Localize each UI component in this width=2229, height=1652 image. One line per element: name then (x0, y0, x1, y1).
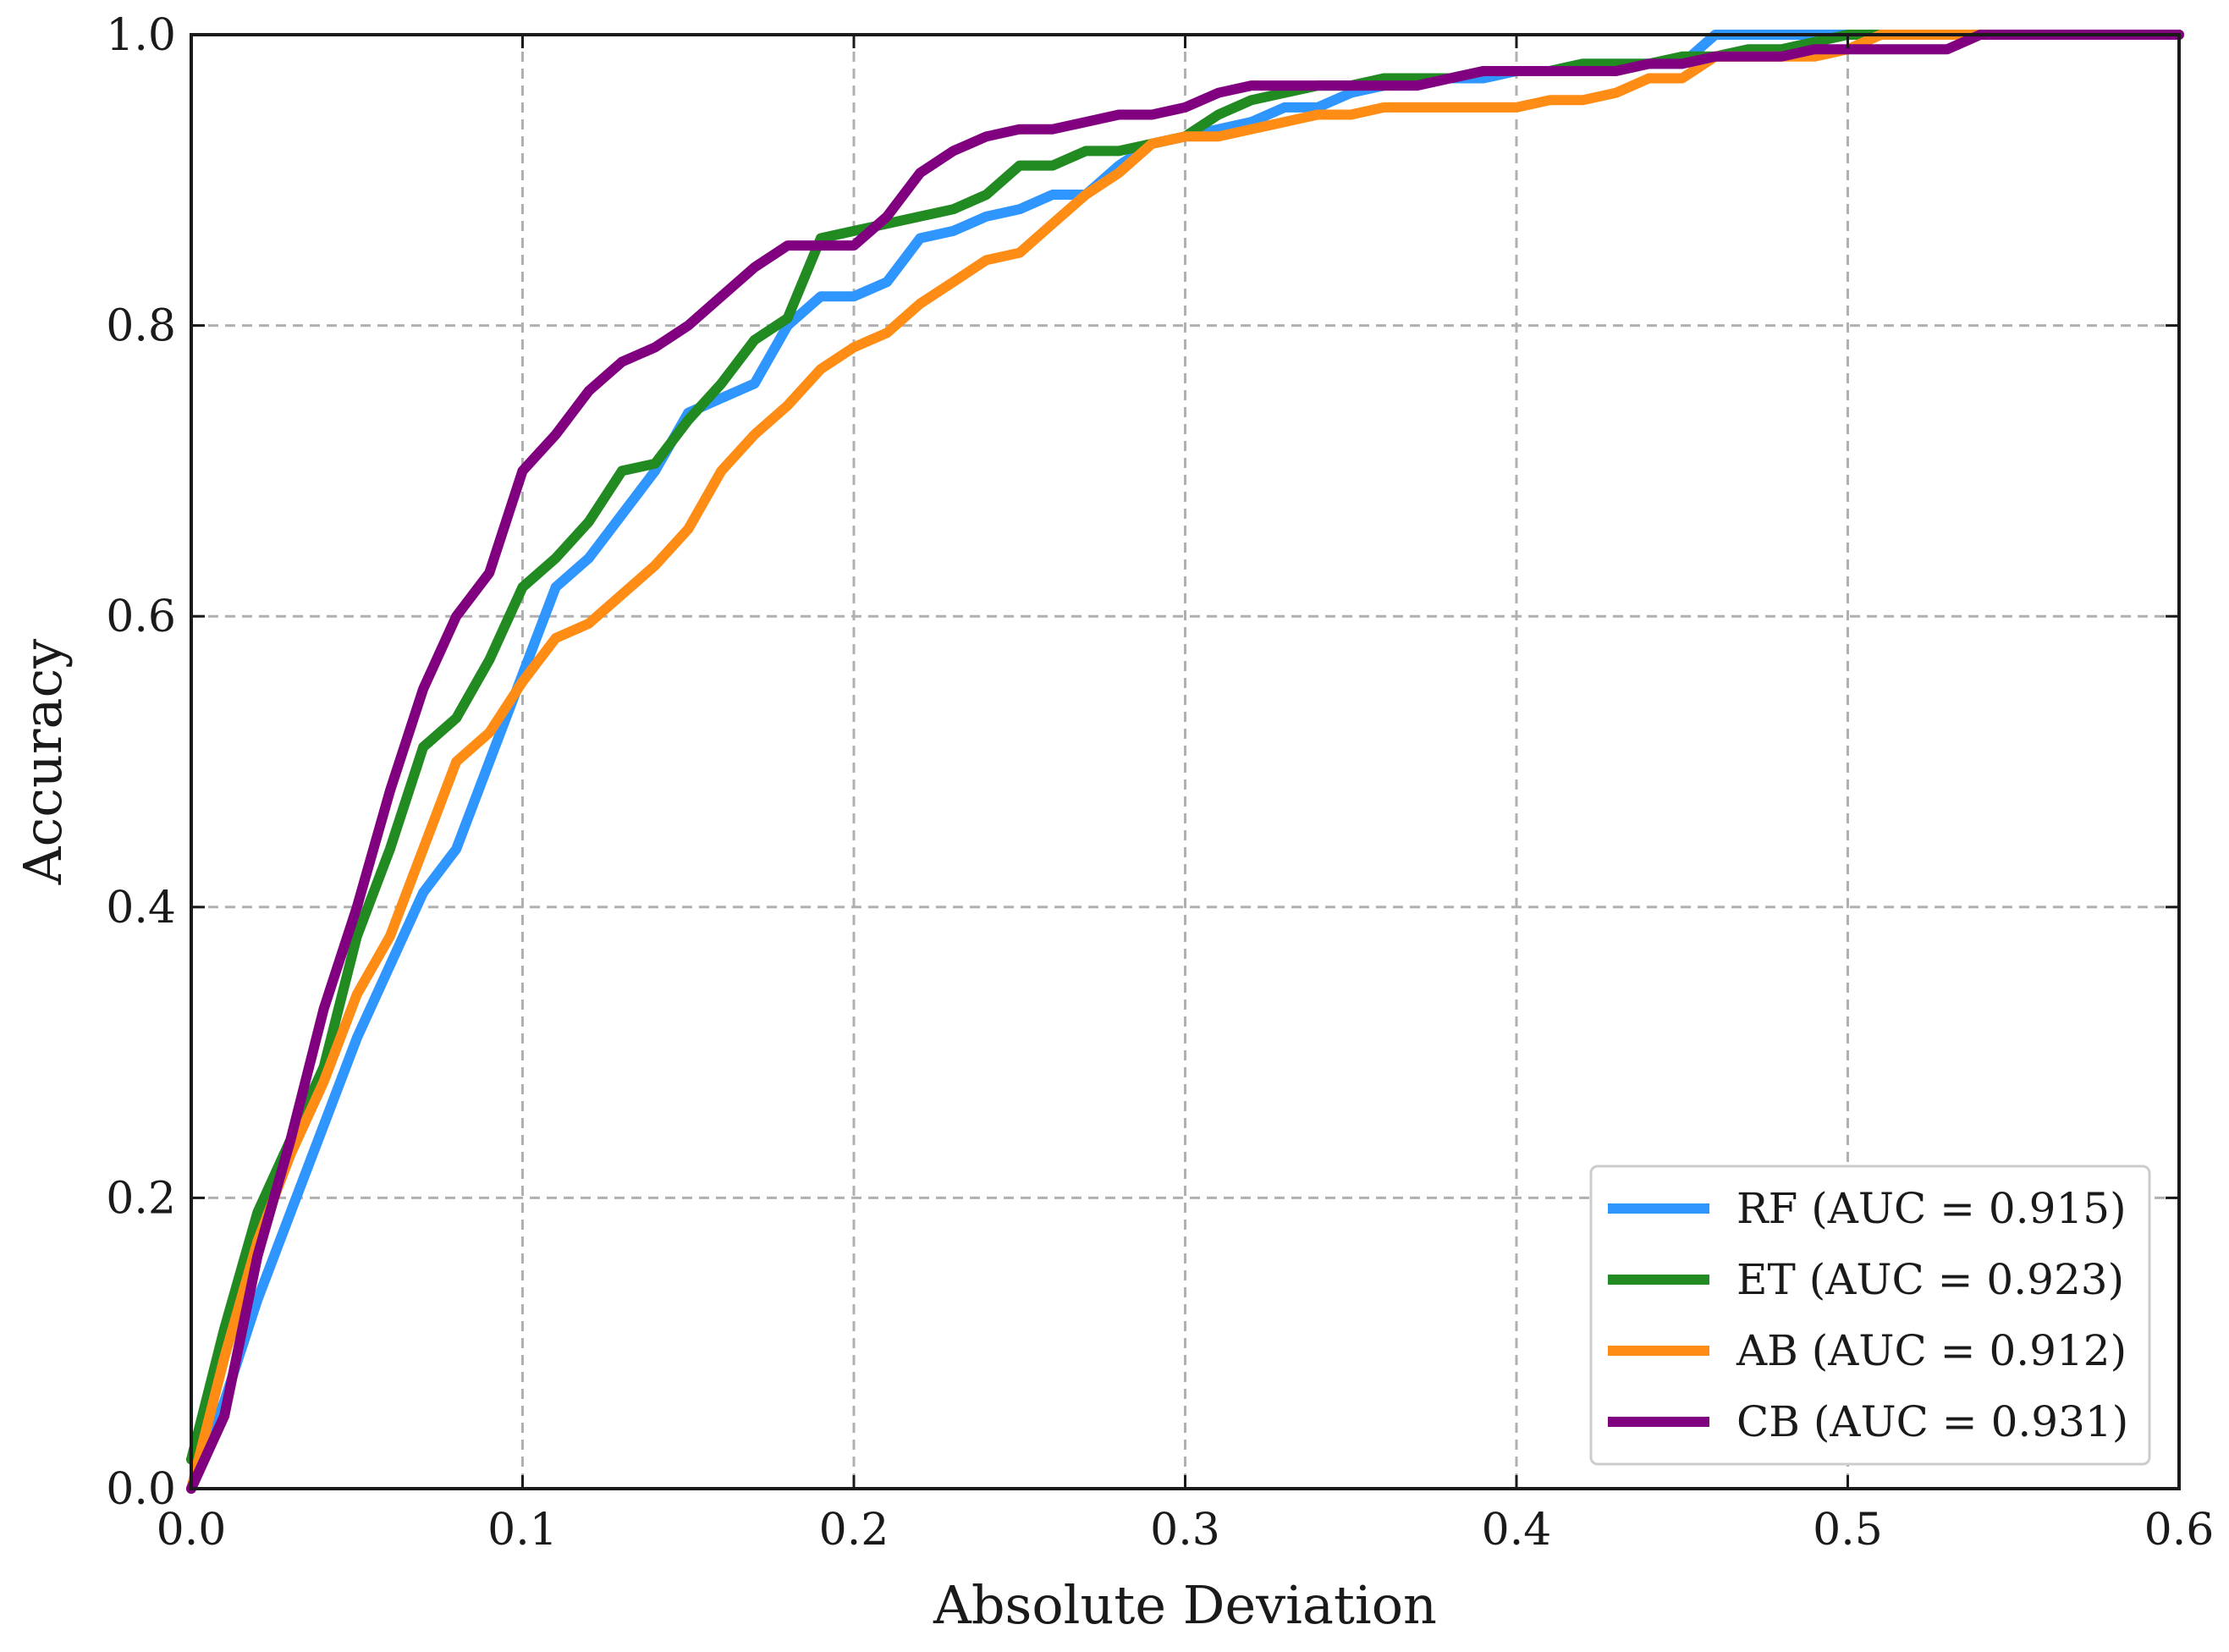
series-line-cb (186, 30, 2184, 1494)
legend-label-ab: AB (AUC = 0.912) (1736, 1326, 2127, 1375)
x-tick-label-2: 0.2 (819, 1505, 889, 1556)
y-axis-label: Accuracy (12, 639, 74, 886)
x-tick-label-6: 0.6 (2144, 1505, 2215, 1556)
x-tick-label-0: 0.0 (157, 1505, 227, 1556)
x-tick-label-4: 0.4 (1482, 1505, 1552, 1556)
series-line-ab (186, 30, 2184, 1494)
ticks (190, 33, 2181, 1490)
x-tick-labels: 0.0 0.1 0.2 0.3 0.4 0.5 0.6 (157, 1505, 2215, 1556)
y-tick-labels: 0.0 0.2 0.4 0.6 0.8 1.0 (106, 10, 176, 1515)
legend-label-cb: CB (AUC = 0.931) (1736, 1397, 2128, 1446)
legend-items: RF (AUC = 0.915) ET (AUC = 0.923) AB (AUC … (1608, 1184, 2128, 1446)
y-tick-label-0: 0.0 (106, 1464, 176, 1515)
x-tick-label-5: 0.5 (1813, 1505, 1883, 1556)
legend-label-et: ET (AUC = 0.923) (1736, 1255, 2124, 1304)
y-tick-label-4: 0.8 (106, 301, 176, 352)
legend-box (1589, 1165, 2151, 1466)
y-tick-label-2: 0.4 (106, 883, 176, 933)
x-tick-label-3: 0.3 (1150, 1505, 1220, 1556)
y-tick-label-5: 1.0 (106, 10, 176, 61)
series-layer (186, 30, 2184, 1494)
legend-label-rf: RF (AUC = 0.915) (1736, 1184, 2127, 1233)
x-tick-label-1: 0.1 (487, 1505, 558, 1556)
legend: RF (AUC = 0.915) ET (AUC = 0.923) AB (AUC … (1589, 1165, 2151, 1466)
y-tick-label-3: 0.6 (106, 592, 176, 642)
y-tick-label-1: 0.2 (106, 1173, 176, 1224)
x-axis-label: Absolute Deviation (933, 1574, 1437, 1636)
